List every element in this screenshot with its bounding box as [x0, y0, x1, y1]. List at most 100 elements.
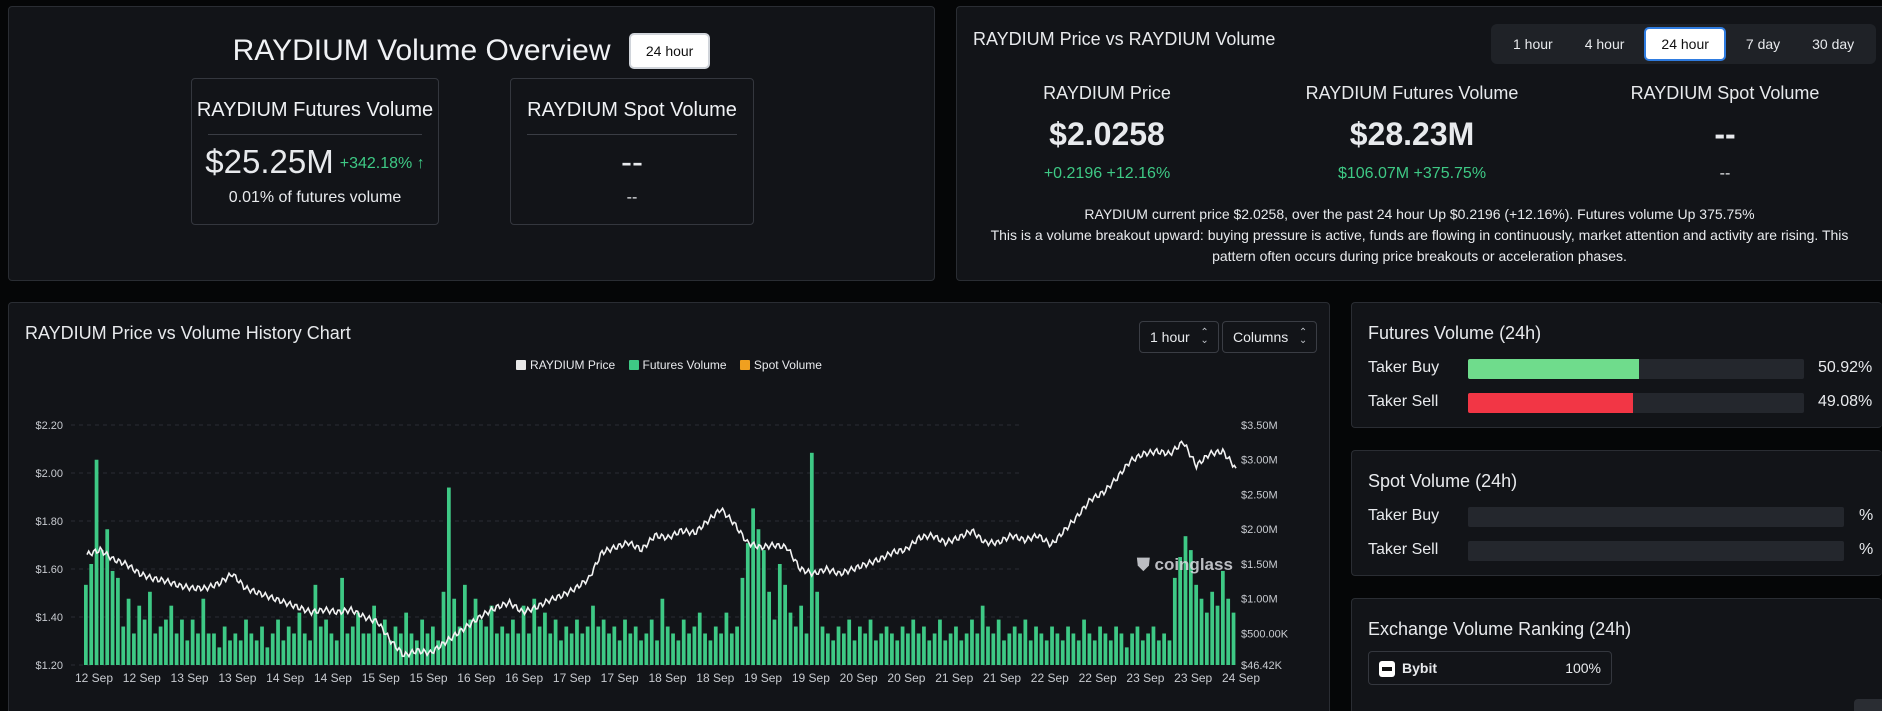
x-tick-label: 20 Sep — [840, 671, 878, 685]
history-chart-title: RAYDIUM Price vs Volume History Chart — [25, 323, 351, 343]
futures-volume-bar — [1007, 633, 1012, 665]
futures-volume-bar — [1167, 640, 1172, 665]
x-tick-label: 16 Sep — [457, 671, 495, 685]
spot-volume-card: RAYDIUM Spot Volume -- -- — [510, 78, 754, 225]
futures-volume-bar — [500, 626, 505, 665]
futures-volume-bar — [164, 619, 168, 665]
futures-volume-bar — [895, 640, 900, 665]
overview-timeframe-badge[interactable]: 24 hour — [628, 33, 711, 70]
futures-volume-bar — [660, 598, 665, 665]
futures-volume-bar — [1140, 640, 1145, 665]
overview-title: RAYDIUM Volume Overview — [232, 34, 611, 68]
futures-volume-bar — [1204, 612, 1209, 665]
futures-volume-bar — [206, 633, 211, 665]
volume-tick-label: $2.50M — [1241, 489, 1278, 501]
futures-volume-bar — [996, 619, 1001, 665]
futures-volume-bar — [975, 633, 980, 665]
futures-volume-24h-panel: Futures Volume (24h) Taker Buy 50.92% Ta… — [1351, 302, 1882, 428]
futures-volume-bar — [1060, 640, 1065, 665]
futures-volume-bar — [340, 577, 344, 665]
futures-volume-bar — [1092, 640, 1097, 665]
futures-volume-bar — [516, 633, 521, 665]
price-value: $2.0258 — [1049, 116, 1165, 152]
x-tick-label: 19 Sep — [792, 671, 830, 685]
price-tick-label: $2.00 — [35, 468, 63, 480]
futures-volume-bar — [559, 640, 563, 665]
futures-volume-bar — [441, 591, 446, 665]
timeframe-4-hour[interactable]: 4 hour — [1584, 36, 1625, 52]
taker-sell-label: Taker Sell — [1368, 541, 1439, 558]
x-tick-label: 19 Sep — [744, 671, 782, 685]
price-volume-chart[interactable]: $2.20 $2.00 $1.80 $1.60 $1.40 $1.20 $3.50M $3.0… — [9, 303, 1331, 711]
futures-volume-bar — [713, 626, 718, 665]
futures-volume-bar — [169, 605, 174, 665]
futures-volume-bar — [927, 640, 932, 665]
legend-item-futures[interactable]: Futures Volume — [628, 358, 727, 372]
futures-volume-bar — [1108, 640, 1113, 665]
timeframe-24-hour[interactable]: 24 hour — [1644, 27, 1726, 61]
futures-volume-bar — [548, 633, 553, 665]
futures-volume-bar — [297, 612, 302, 665]
futures-volume-bar — [281, 640, 286, 665]
futures-volume-bar — [980, 605, 985, 665]
timeframe-7-day[interactable]: 7 day — [1745, 36, 1781, 52]
futures-volume-bar — [414, 640, 419, 665]
spot-24h-title: Spot Volume (24h) — [1368, 471, 1518, 491]
futures-volume-bar — [916, 633, 921, 665]
volume-tick-label: $1.00M — [1241, 594, 1278, 606]
futures-volume-bar — [265, 647, 270, 665]
volume-tick-label: $3.00M — [1241, 455, 1278, 467]
price-tick-label: $1.20 — [35, 660, 63, 672]
futures-volume-bar — [564, 626, 569, 665]
ranking-item-bybit[interactable]: Bybit 100% — [1368, 651, 1612, 685]
futures-volume-bar — [468, 619, 473, 665]
futures-volume-bar — [938, 619, 942, 665]
futures-volume-value: $25.25M — [205, 143, 334, 180]
futures-volume-bar — [473, 598, 478, 665]
futures-volume-bar — [639, 640, 643, 665]
market-description: RAYDIUM current price $2.0258, over the … — [971, 204, 1868, 267]
scroll-corner[interactable] — [1854, 699, 1882, 711]
timeframe-30-day[interactable]: 30 day — [1812, 36, 1855, 52]
chart-type-select[interactable]: Columns ⌃ ⌄ — [1222, 321, 1318, 353]
futures-volume-bar — [1098, 626, 1102, 665]
futures-volume-bar — [1055, 633, 1060, 665]
futures-volume-bar — [607, 633, 611, 665]
futures-volume-bar — [121, 626, 126, 665]
futures-volume-bar — [777, 563, 782, 665]
futures-volume-bar — [372, 605, 376, 665]
futures-volume-bar — [1220, 570, 1225, 665]
futures-volume-bar — [180, 619, 184, 665]
futures-volume-bar — [740, 577, 745, 665]
futures-volume-bar — [612, 626, 617, 665]
futures-volume-bar — [948, 633, 953, 665]
futures-volume-bar — [1023, 619, 1028, 665]
futures-volume-bar — [537, 626, 542, 665]
futures-volume-card: RAYDIUM Futures Volume $25.25M +342.18% ↑… — [191, 78, 439, 225]
x-tick-label: 18 Sep — [648, 671, 686, 685]
coinglass-watermark: ⛊ coinglass — [1137, 555, 1233, 574]
futures-volume-bar — [911, 619, 916, 665]
futures-volume-bar — [825, 633, 830, 665]
futures-volume-bar — [1119, 633, 1124, 665]
futures-volume-bar — [986, 626, 990, 665]
futures-taker-sell-row: Taker Sell 49.08% — [1368, 391, 1872, 413]
legend-item-spot[interactable]: Spot Volume — [739, 358, 822, 372]
taker-buy-percent: 50.92% — [1818, 359, 1873, 376]
x-tick-label: 21 Sep — [935, 671, 973, 685]
futures-volume-bar — [735, 626, 739, 665]
futures-volume-bar — [932, 633, 937, 665]
futures-volume-bar — [724, 612, 729, 665]
price-line — [86, 440, 1237, 659]
futures-volume-bar — [404, 612, 409, 665]
futures-volume-bar — [318, 626, 323, 665]
legend-item-price[interactable]: RAYDIUM Price — [516, 358, 615, 372]
x-tick-label: 23 Sep — [1174, 671, 1212, 685]
futures-volume-bar — [1162, 633, 1167, 665]
futures-volume-bar — [922, 626, 926, 665]
futures-volume-bar — [1124, 647, 1129, 665]
timeframe-1-hour[interactable]: 1 hour — [1513, 36, 1553, 52]
futures-volume-bar — [1172, 577, 1177, 665]
interval-select[interactable]: 1 hour ⌃ ⌄ — [1139, 321, 1219, 353]
futures-volume-bar — [601, 619, 606, 665]
